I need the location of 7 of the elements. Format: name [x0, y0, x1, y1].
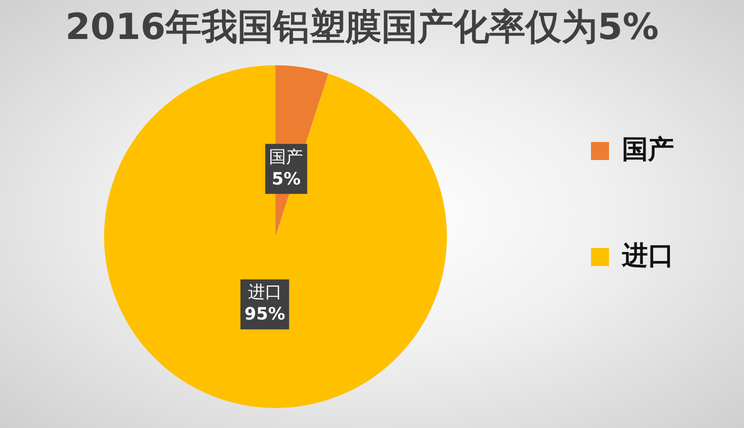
legend-label: 国产 — [622, 134, 674, 165]
data-label: 5% — [272, 169, 301, 190]
chart-title: 2016年我国铝塑膜国产化率仅为5% — [65, 6, 659, 48]
slice-label: 国产 — [269, 147, 304, 168]
legend-label: 进口 — [621, 240, 674, 271]
slice-label: 进口 — [248, 282, 282, 303]
data-label: 95% — [244, 304, 286, 325]
